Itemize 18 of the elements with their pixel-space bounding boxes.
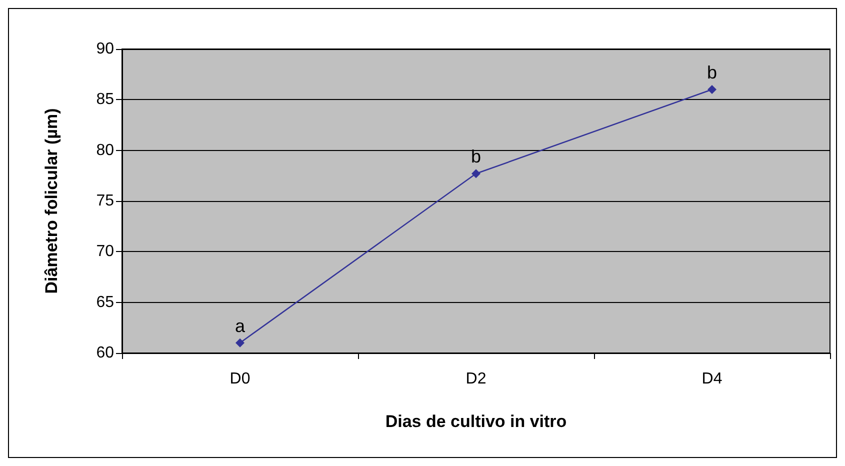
y-tick-label: 85 (96, 91, 114, 108)
y-tick-label: 80 (96, 142, 114, 159)
x-tick-label: D0 (230, 370, 250, 388)
y-tick-label: 90 (96, 40, 114, 58)
x-axis-title: Dias de cultivo in vitro (385, 412, 567, 431)
x-tick-label: D2 (466, 370, 486, 388)
annotation: b (706, 62, 718, 83)
annotation: a (234, 316, 246, 336)
y-tick-label: 70 (96, 243, 114, 260)
y-tick-label: 75 (96, 192, 114, 210)
y-axis-title: Diâmetro folicular (µm) (42, 108, 61, 294)
y-tick-label: 60 (96, 344, 114, 362)
point (236, 338, 244, 348)
point (472, 169, 480, 178)
point (708, 85, 716, 94)
annotation: b (470, 146, 482, 167)
x-tick-label: D4 (702, 370, 722, 388)
y-tick-label: 65 (96, 294, 114, 311)
